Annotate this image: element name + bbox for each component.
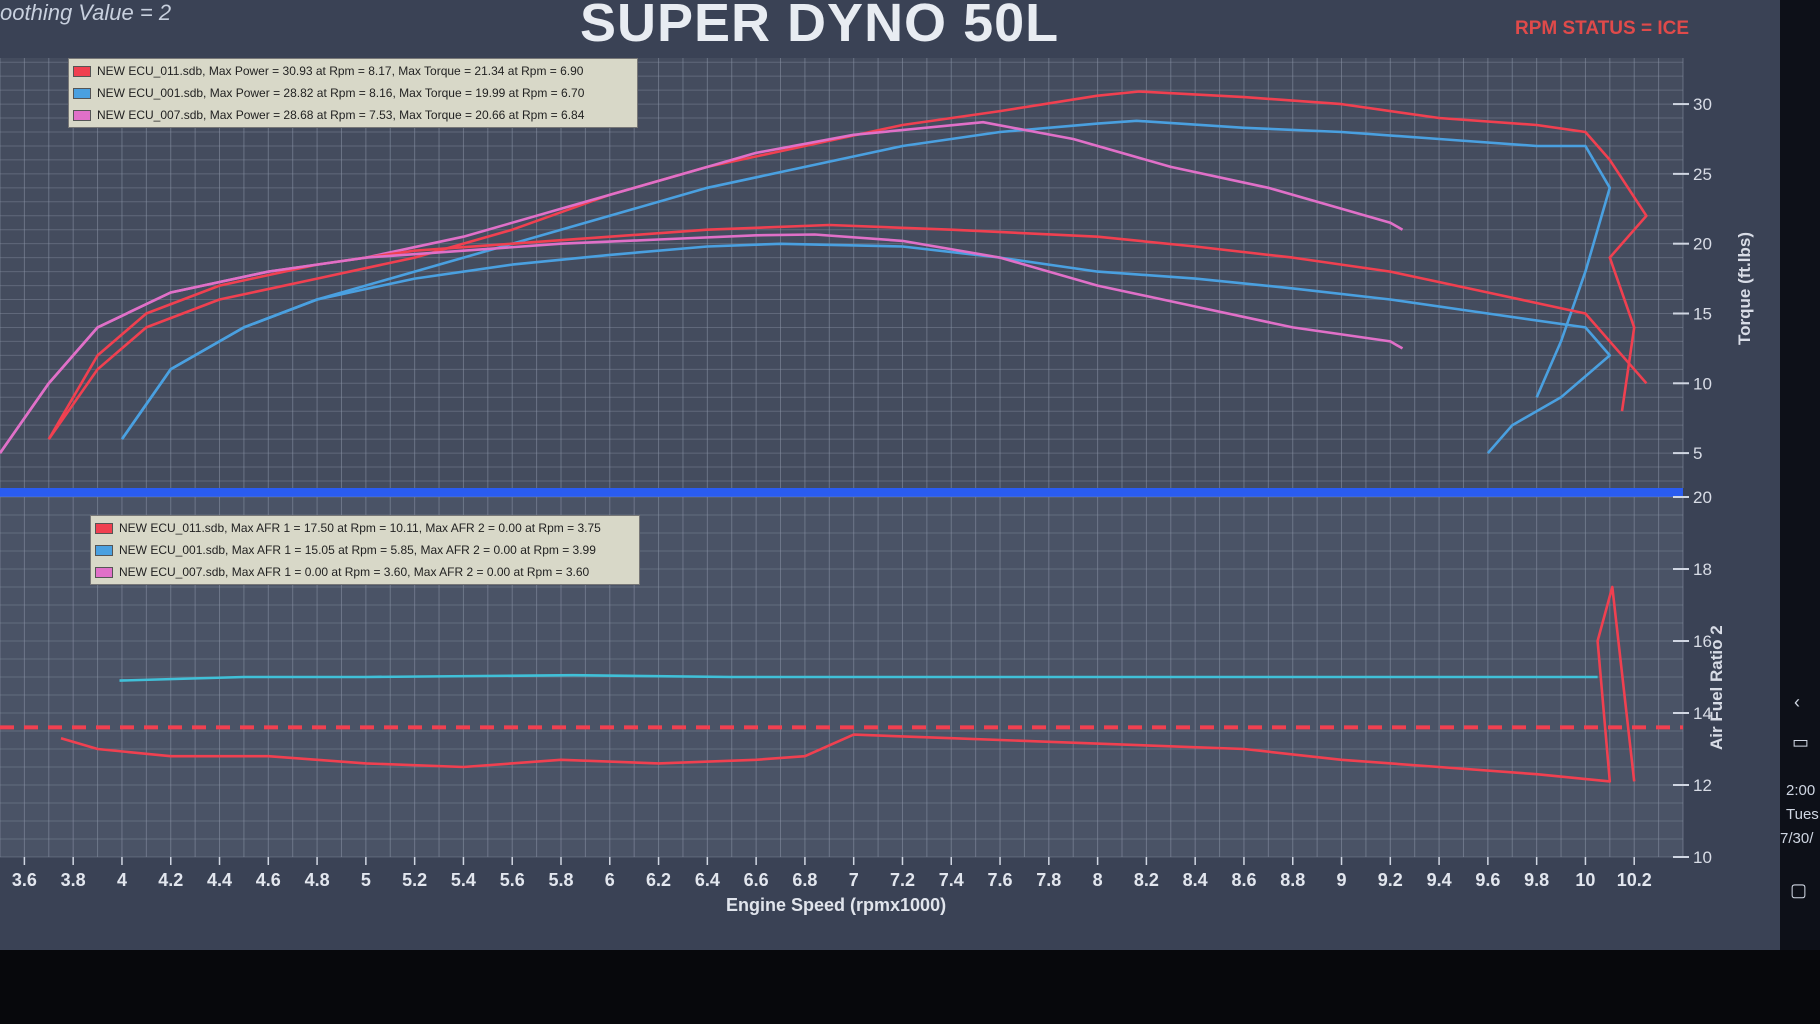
y-tick-label: 20	[1693, 488, 1712, 507]
torque-legend: NEW ECU_011.sdb, Max Power = 30.93 at Rp…	[68, 58, 638, 128]
torque-axis-label: Torque (ft.lbs)	[1735, 232, 1755, 345]
y-tick-label: 20	[1693, 235, 1712, 254]
legend-item-ecu-001: NEW ECU_001.sdb, Max Power = 28.82 at Rp…	[73, 82, 633, 104]
x-tick-label: 9.4	[1427, 870, 1452, 890]
y-tick-label: 10	[1693, 374, 1712, 393]
x-tick-label: 6.8	[792, 870, 817, 890]
legend-swatch	[73, 110, 91, 121]
x-tick-label: 5.2	[402, 870, 427, 890]
x-tick-label: 4	[117, 870, 127, 890]
x-tick-label: 7.2	[890, 870, 915, 890]
legend-swatch	[95, 523, 113, 534]
x-tick-label: 4.8	[305, 870, 330, 890]
x-tick-label: 6	[605, 870, 615, 890]
x-ticks: 3.6 3.8 4 4.2 4.4 4.6 4.8 5 5.2 5.4 5.6 5.8 6 6.2 6.4 6…	[12, 857, 1652, 890]
y-tick-label: 10	[1693, 848, 1712, 867]
legend-item-ecu-007: NEW ECU_007.sdb, Max Power = 28.68 at Rp…	[73, 104, 633, 126]
monitor-bezel	[0, 950, 1820, 1024]
x-tick-label: 5	[361, 870, 371, 890]
legend-text: NEW ECU_007.sdb, Max AFR 1 = 0.00 at Rpm…	[119, 565, 589, 579]
x-tick-label: 8.2	[1134, 870, 1159, 890]
afr-legend: NEW ECU_011.sdb, Max AFR 1 = 17.50 at Rp…	[90, 515, 640, 585]
legend-swatch	[73, 66, 91, 77]
legend-text: NEW ECU_007.sdb, Max Power = 28.68 at Rp…	[97, 108, 584, 122]
x-tick-label: 9.6	[1475, 870, 1500, 890]
x-tick-label: 4.6	[256, 870, 281, 890]
network-icon[interactable]: ▭	[1792, 732, 1809, 753]
afr-axis-label: Air Fuel Ratio 2	[1707, 625, 1727, 750]
x-tick-label: 7.6	[988, 870, 1013, 890]
y-tick-label: 15	[1693, 304, 1712, 323]
legend-swatch	[73, 88, 91, 99]
x-tick-label: 6.2	[646, 870, 671, 890]
x-tick-label: 8	[1093, 870, 1103, 890]
y-tick-label: 18	[1693, 560, 1712, 579]
x-tick-label: 7	[849, 870, 859, 890]
x-tick-label: 7.8	[1036, 870, 1061, 890]
legend-item-ecu-007: NEW ECU_007.sdb, Max AFR 1 = 0.00 at Rpm…	[95, 561, 635, 583]
x-tick-label: 5.4	[451, 870, 476, 890]
legend-swatch	[95, 567, 113, 578]
x-tick-label: 5.8	[548, 870, 573, 890]
y-tick-label: 12	[1693, 776, 1712, 795]
x-tick-label: 10	[1575, 870, 1595, 890]
x-tick-label: 6.4	[695, 870, 720, 890]
x-tick-label: 3.6	[12, 870, 37, 890]
x-tick-label: 9.8	[1524, 870, 1549, 890]
x-tick-label: 8.8	[1280, 870, 1305, 890]
clock-day: Tues	[1786, 806, 1819, 823]
x-tick-label: 10.2	[1617, 870, 1652, 890]
x-tick-label: 4.2	[158, 870, 183, 890]
x-tick-label: 9	[1337, 870, 1347, 890]
notification-icon[interactable]: ▢	[1790, 880, 1807, 901]
x-tick-label: 9.2	[1378, 870, 1403, 890]
legend-item-ecu-001: NEW ECU_001.sdb, Max AFR 1 = 15.05 at Rp…	[95, 539, 635, 561]
y-tick-label: 30	[1693, 95, 1712, 114]
x-tick-label: 8.4	[1183, 870, 1208, 890]
legend-item-ecu-011: NEW ECU_011.sdb, Max Power = 30.93 at Rp…	[73, 60, 633, 82]
dyno-window: oothing Value = 2 SUPER DYNO 50L RPM STA…	[0, 0, 1780, 950]
clock-date: 7/30/	[1780, 830, 1813, 847]
x-tick-label: 8.6	[1231, 870, 1256, 890]
y-tick-label: 25	[1693, 165, 1712, 184]
x-tick-label: 7.4	[939, 870, 964, 890]
legend-text: NEW ECU_001.sdb, Max AFR 1 = 15.05 at Rp…	[119, 543, 596, 557]
x-axis-label: Engine Speed (rpmx1000)	[726, 895, 946, 916]
legend-text: NEW ECU_011.sdb, Max Power = 30.93 at Rp…	[97, 64, 583, 78]
legend-text: NEW ECU_011.sdb, Max AFR 1 = 17.50 at Rp…	[119, 521, 601, 535]
x-tick-label: 5.6	[500, 870, 525, 890]
plot-separator	[0, 488, 1683, 497]
legend-swatch	[95, 545, 113, 556]
y-tick-label: 5	[1693, 444, 1702, 463]
legend-item-ecu-011: NEW ECU_011.sdb, Max AFR 1 = 17.50 at Rp…	[95, 517, 635, 539]
taskbar-side: ‹ ▭ 2:00 Tues 7/30/ ▢	[1780, 0, 1820, 950]
x-tick-label: 3.8	[61, 870, 86, 890]
legend-text: NEW ECU_001.sdb, Max Power = 28.82 at Rp…	[97, 86, 584, 100]
chevron-left-icon[interactable]: ‹	[1794, 692, 1800, 713]
x-tick-label: 4.4	[207, 870, 232, 890]
clock-time: 2:00	[1786, 782, 1815, 799]
x-tick-label: 6.6	[744, 870, 769, 890]
